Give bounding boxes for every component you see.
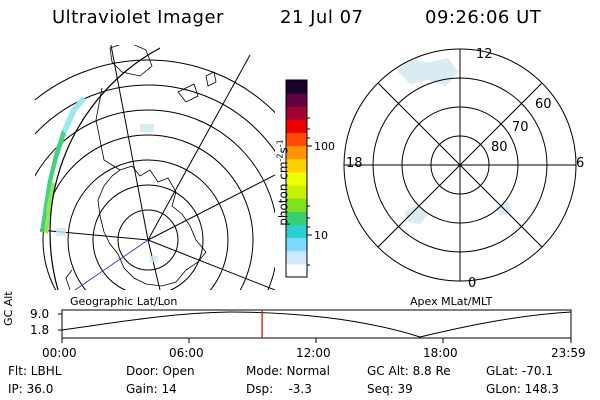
right-panel-label: Apex MLat/MLT bbox=[410, 295, 493, 308]
colorbar-unit-exp2: -1 bbox=[275, 139, 285, 148]
info-seq: Seq: 39 bbox=[367, 382, 413, 396]
colorbar-unit-exp1: -2 bbox=[275, 153, 285, 162]
mlat-label-80: 80 bbox=[491, 140, 508, 155]
colorbar-band bbox=[286, 119, 307, 134]
timeline-ytick-1-8: 1.8 bbox=[30, 323, 50, 337]
mlt-label-18: 18 bbox=[346, 156, 363, 171]
info-flt: Flt: LBHL bbox=[8, 364, 62, 378]
colorbar-unit-label: photon cm-2s-1 bbox=[276, 128, 291, 238]
timeline-xtick-1200: 12:00 bbox=[296, 346, 331, 360]
timeline-ytick-9: 9.0 bbox=[30, 307, 50, 321]
time-label: 09:26:06 UT bbox=[425, 7, 542, 28]
colorbar-band bbox=[286, 93, 307, 107]
timeline-xtick-2359: 23:59 bbox=[551, 346, 586, 360]
colorbar-band bbox=[286, 132, 307, 147]
colorbar-band bbox=[286, 211, 307, 225]
colorbar-band bbox=[286, 80, 307, 94]
geographic-map bbox=[35, 45, 275, 290]
colorbar-band bbox=[286, 224, 307, 239]
info-gc-alt: GC Alt: 8.8 Re bbox=[367, 364, 451, 378]
colorbar-band bbox=[286, 185, 307, 199]
info-mode: Mode: Normal bbox=[246, 364, 330, 378]
info-door: Door: Open bbox=[126, 364, 195, 378]
colorbar-band bbox=[286, 106, 307, 120]
info-ip: IP: 36.0 bbox=[8, 382, 54, 396]
info-gain: Gain: 14 bbox=[126, 382, 177, 396]
info-dsp: Dsp: -3.3 bbox=[246, 382, 312, 396]
colorbar-band bbox=[286, 263, 307, 278]
colorbar-unit-text: photon cm bbox=[276, 161, 291, 226]
timeline-ylabel: GC Alt bbox=[2, 291, 15, 326]
colorbar-tick-10: 10 bbox=[314, 229, 328, 242]
colorbar-band bbox=[286, 145, 307, 160]
colorbar-band bbox=[286, 237, 307, 252]
colorbar-band bbox=[286, 158, 307, 173]
timeline-xtick-0000: 00:00 bbox=[42, 346, 77, 360]
mlt-label-12: 12 bbox=[476, 47, 493, 62]
polar-plot bbox=[343, 48, 577, 282]
left-panel-label: Geographic Lat/Lon bbox=[70, 295, 178, 308]
colorbar-band bbox=[286, 171, 307, 186]
info-glat: GLat: -70.1 bbox=[486, 364, 553, 378]
date-label: 21 Jul 07 bbox=[280, 7, 364, 28]
colorbar-band bbox=[286, 250, 307, 265]
colorbar bbox=[285, 79, 312, 278]
timeline-plot bbox=[58, 309, 572, 343]
colorbar-tick-100: 100 bbox=[314, 140, 335, 153]
mlt-label-6: 6 bbox=[576, 156, 585, 171]
timeline-xtick-0600: 06:00 bbox=[169, 346, 204, 360]
colorbar-unit-s: s bbox=[276, 147, 291, 154]
colorbar-band bbox=[286, 198, 307, 212]
mlat-label-60: 60 bbox=[535, 97, 552, 112]
mlt-label-0: 0 bbox=[468, 276, 477, 291]
mlat-label-70: 70 bbox=[512, 120, 529, 135]
instrument-title: Ultraviolet Imager bbox=[52, 7, 224, 28]
info-glon: GLon: 148.3 bbox=[486, 382, 559, 396]
timeline-xtick-1800: 18:00 bbox=[423, 346, 458, 360]
